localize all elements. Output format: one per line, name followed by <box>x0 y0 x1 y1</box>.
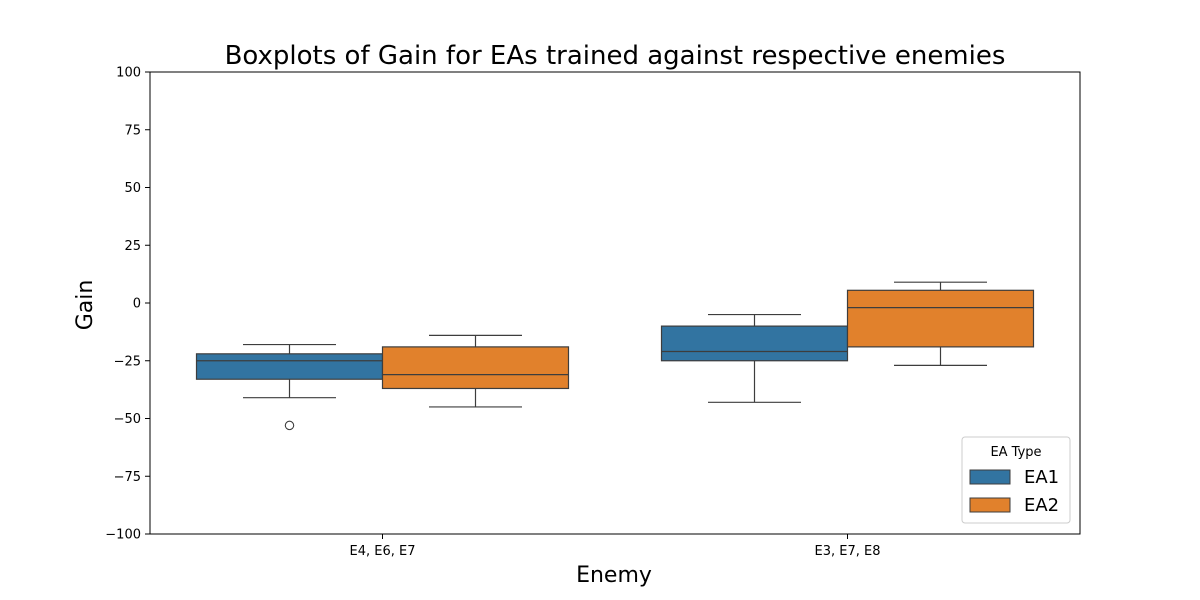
y-tick-label: −75 <box>114 470 141 485</box>
y-tick-label: 100 <box>116 66 141 81</box>
box-EA1-1 <box>660 313 849 403</box>
outlier-point <box>284 420 295 431</box>
box-EA2-1 <box>846 281 1035 366</box>
iqr-box <box>846 289 1035 348</box>
y-tick-label: −25 <box>114 354 141 369</box>
y-tick-label: −100 <box>105 528 141 543</box>
legend-swatch-EA1 <box>969 469 1011 485</box>
y-axis-label: Gain <box>73 280 98 331</box>
box-EA1-0 <box>195 343 384 431</box>
x-tick-label: E4, E6, E7 <box>350 544 416 559</box>
y-tick-label: 50 <box>124 181 141 196</box>
box-EA2-0 <box>381 334 570 408</box>
x-axis-label: Enemy <box>576 563 652 588</box>
y-tick-label: −50 <box>114 412 141 427</box>
y-tick-label: 75 <box>124 123 141 138</box>
x-tick-label: E3, E7, E8 <box>815 544 881 559</box>
plot-frame <box>149 71 1081 535</box>
iqr-box <box>381 346 570 390</box>
y-tick-label: 0 <box>133 297 141 312</box>
legend-label-EA1: EA1 <box>1024 467 1059 488</box>
y-tick-label: 25 <box>124 239 141 254</box>
plot-area: −100 −75 −50 −25 0 25 50 75 100 E4, E6, E7 E3, E7,… <box>105 66 1035 559</box>
iqr-box <box>195 353 384 380</box>
legend: EA Type EA1 EA2 <box>961 436 1071 524</box>
legend-swatch-EA2 <box>969 497 1011 513</box>
legend-title: EA Type <box>990 445 1041 460</box>
legend-label-EA2: EA2 <box>1024 495 1059 516</box>
chart-title: Boxplots of Gain for EAs trained against… <box>225 41 1006 71</box>
iqr-box <box>660 325 849 362</box>
